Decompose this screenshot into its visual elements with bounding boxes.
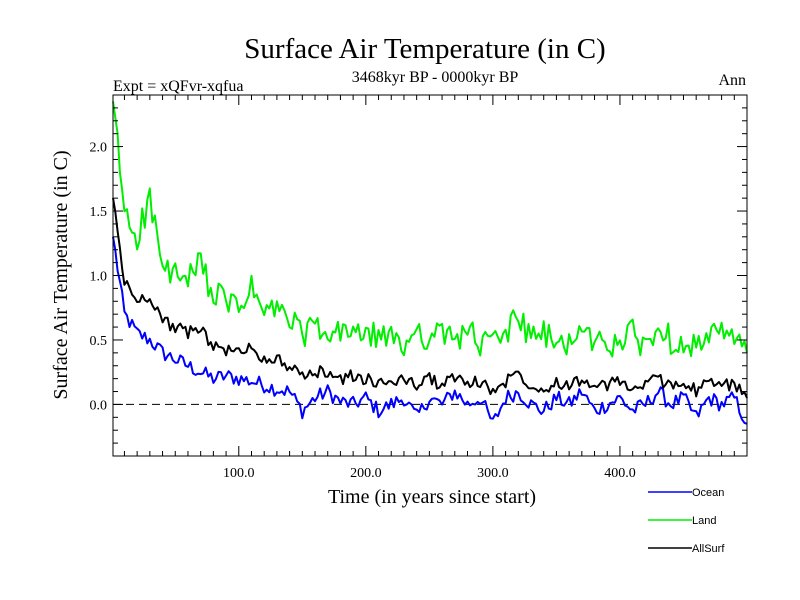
y-tick-label: 1.0 — [90, 270, 108, 285]
chart-subtitle: 3468kyr BP - 0000kyr BP — [352, 69, 519, 86]
x-tick-label: 100.0 — [223, 466, 255, 481]
series-line-ocean — [112, 236, 748, 425]
chart-title: Surface Air Temperature (in C) — [244, 33, 605, 65]
y-tick-label: 0.5 — [90, 334, 108, 349]
legend-label-land: Land — [692, 515, 716, 527]
series-line-land — [112, 101, 748, 358]
x-tick-label: 400.0 — [604, 466, 636, 481]
x-axis-label: Time (in years since start) — [328, 486, 536, 508]
y-tick-label: 2.0 — [90, 141, 108, 156]
legend-label-allsurf: AllSurf — [692, 543, 725, 555]
y-tick-label: 0.0 — [90, 398, 108, 413]
experiment-label: Expt = xQFvr-xqfua — [113, 78, 243, 95]
y-tick-label: 1.5 — [90, 205, 108, 220]
plot-frame — [112, 94, 748, 457]
axis-ticks: 100.0 200.0 300.0 400.0 0.0 0.5 1.0 1.5 2.0 — [90, 94, 747, 481]
x-tick-label: 200.0 — [350, 466, 382, 481]
x-tick-label: 300.0 — [477, 466, 509, 481]
y-axis-label: Surface Air Temperature (in C) — [50, 150, 72, 399]
legend: Ocean Land AllSurf — [648, 487, 725, 555]
legend-label-ocean: Ocean — [692, 487, 724, 499]
season-label: Ann — [718, 72, 746, 89]
plot-area — [112, 101, 748, 425]
series-line-allsurf — [112, 197, 748, 399]
